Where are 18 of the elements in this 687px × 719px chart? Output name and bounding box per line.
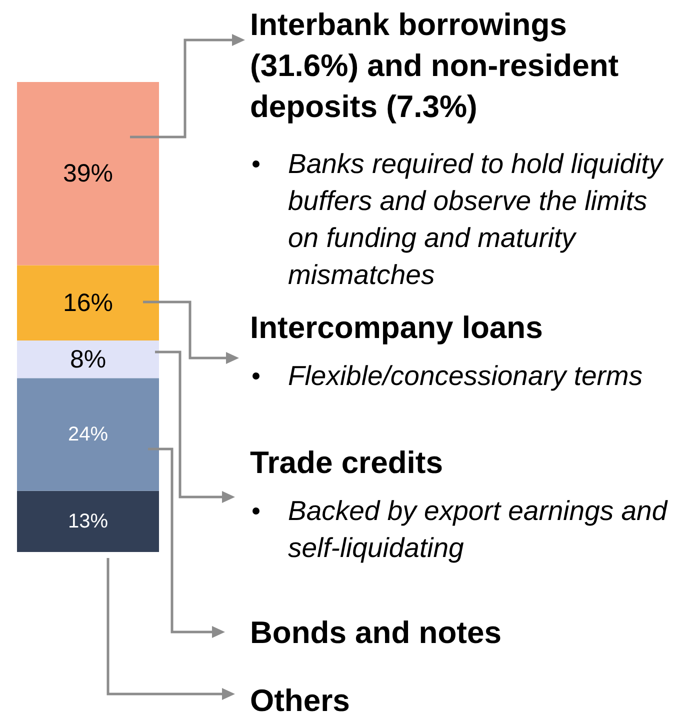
text: Trade credits	[250, 444, 444, 482]
text: Interbank borrowings (31.6%) and non-resident deposits (7.3%)	[250, 6, 620, 126]
bar	[17, 490, 159, 552]
text: Bonds and notes	[250, 614, 502, 652]
text: Backed by export earnings and self-liquidating	[288, 494, 669, 565]
text: Flexible/concessionary terms	[288, 359, 644, 393]
data-label: 39%	[62, 160, 114, 188]
bar	[17, 378, 159, 491]
bar	[17, 340, 159, 378]
data-label: 13%	[68, 510, 108, 532]
data-label: 8%	[70, 345, 106, 374]
text: Intercompany loans	[250, 309, 544, 347]
data-label: 16%	[62, 288, 114, 317]
text: Banks required to hold liquidity buffers and observe the limits on funding and maturity mismatches	[288, 147, 665, 292]
bar	[17, 265, 159, 340]
text: Others	[250, 682, 351, 719]
bar	[17, 82, 159, 266]
data-label: 24%	[68, 424, 108, 446]
